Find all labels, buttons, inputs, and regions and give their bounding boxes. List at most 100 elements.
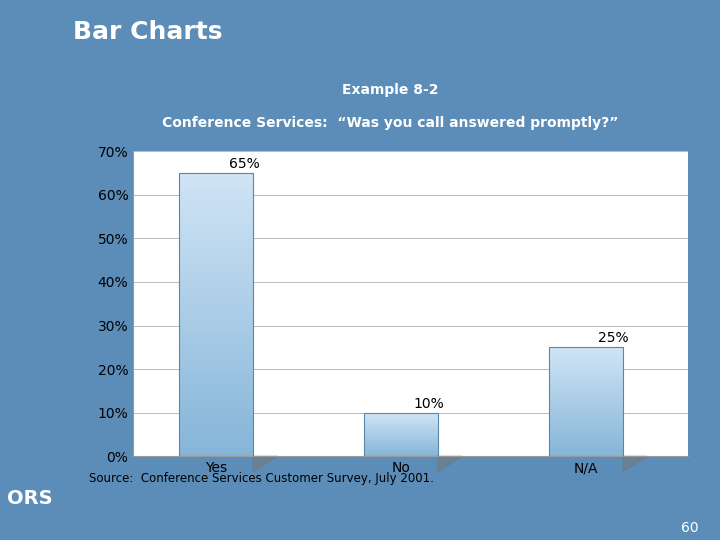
Bar bbox=[179, 400, 253, 401]
Bar bbox=[549, 454, 623, 455]
Bar bbox=[179, 417, 253, 418]
Bar bbox=[179, 435, 253, 436]
Bar bbox=[179, 393, 253, 394]
Bar bbox=[549, 385, 623, 386]
Bar bbox=[179, 206, 253, 207]
Bar bbox=[179, 421, 253, 422]
Bar bbox=[179, 300, 253, 302]
Bar bbox=[179, 418, 253, 420]
Bar bbox=[179, 187, 253, 188]
Bar bbox=[179, 231, 253, 233]
Bar bbox=[549, 388, 623, 389]
Bar bbox=[179, 177, 253, 179]
Bar bbox=[179, 420, 253, 421]
Bar bbox=[179, 347, 253, 349]
Bar bbox=[179, 215, 253, 217]
Bar bbox=[179, 242, 253, 244]
Text: 25%: 25% bbox=[598, 331, 629, 345]
Bar bbox=[549, 442, 623, 443]
Bar bbox=[549, 423, 623, 424]
Bar bbox=[179, 336, 253, 338]
Bar bbox=[179, 388, 253, 390]
Bar bbox=[549, 364, 623, 365]
Bar bbox=[179, 251, 253, 252]
Bar bbox=[549, 437, 623, 438]
Bar bbox=[549, 380, 623, 381]
Bar bbox=[549, 407, 623, 408]
Bar bbox=[549, 396, 623, 397]
Bar bbox=[549, 409, 623, 410]
Bar bbox=[179, 402, 253, 404]
Text: ORS: ORS bbox=[7, 489, 53, 508]
Bar bbox=[179, 308, 253, 309]
Bar bbox=[179, 313, 253, 315]
Bar bbox=[549, 392, 623, 393]
Bar bbox=[549, 358, 623, 359]
Bar bbox=[179, 220, 253, 221]
Bar bbox=[179, 173, 253, 456]
Bar bbox=[179, 276, 253, 278]
Bar bbox=[179, 379, 253, 380]
Bar bbox=[549, 410, 623, 411]
Bar bbox=[179, 191, 253, 193]
Bar bbox=[549, 431, 623, 432]
Bar bbox=[549, 439, 623, 440]
Bar bbox=[179, 252, 253, 254]
Bar bbox=[179, 312, 253, 313]
Bar bbox=[179, 195, 253, 197]
Bar bbox=[179, 390, 253, 391]
Bar bbox=[179, 448, 253, 449]
Bar bbox=[179, 292, 253, 293]
Bar bbox=[179, 240, 253, 241]
Bar bbox=[549, 376, 623, 377]
Bar bbox=[179, 303, 253, 305]
Bar bbox=[179, 184, 253, 186]
Bar bbox=[549, 362, 623, 363]
Bar bbox=[549, 430, 623, 431]
Text: Bar Charts: Bar Charts bbox=[73, 19, 222, 44]
Bar bbox=[179, 442, 253, 443]
Bar bbox=[549, 363, 623, 364]
Bar bbox=[179, 235, 253, 237]
Bar bbox=[549, 449, 623, 450]
Bar bbox=[179, 288, 253, 289]
Bar bbox=[179, 278, 253, 279]
Bar bbox=[179, 266, 253, 268]
Bar bbox=[179, 367, 253, 368]
Bar bbox=[179, 262, 253, 264]
Bar bbox=[179, 374, 253, 375]
Bar bbox=[179, 275, 253, 276]
Bar bbox=[549, 377, 623, 378]
Bar bbox=[179, 432, 253, 434]
Bar bbox=[179, 299, 253, 300]
Bar bbox=[179, 359, 253, 360]
Bar bbox=[179, 339, 253, 340]
Bar bbox=[179, 234, 253, 235]
Bar bbox=[549, 432, 623, 433]
Bar bbox=[549, 397, 623, 398]
Bar bbox=[549, 369, 623, 370]
Bar bbox=[549, 391, 623, 392]
Bar bbox=[179, 265, 253, 266]
Bar bbox=[179, 305, 253, 306]
Bar bbox=[179, 254, 253, 255]
Bar bbox=[549, 372, 623, 373]
Bar bbox=[549, 433, 623, 434]
Bar bbox=[549, 360, 623, 361]
Bar bbox=[179, 431, 253, 432]
Bar bbox=[179, 346, 253, 347]
Bar bbox=[179, 387, 253, 388]
Bar bbox=[549, 429, 623, 430]
Bar bbox=[179, 281, 253, 282]
Bar bbox=[179, 238, 253, 240]
Bar bbox=[179, 247, 253, 248]
Bar bbox=[549, 455, 623, 456]
Bar bbox=[179, 409, 253, 411]
Bar bbox=[179, 391, 253, 393]
Bar bbox=[549, 371, 623, 372]
Bar bbox=[549, 445, 623, 446]
Bar bbox=[549, 440, 623, 441]
Bar bbox=[549, 411, 623, 412]
Bar bbox=[549, 386, 623, 387]
Bar bbox=[179, 271, 253, 272]
